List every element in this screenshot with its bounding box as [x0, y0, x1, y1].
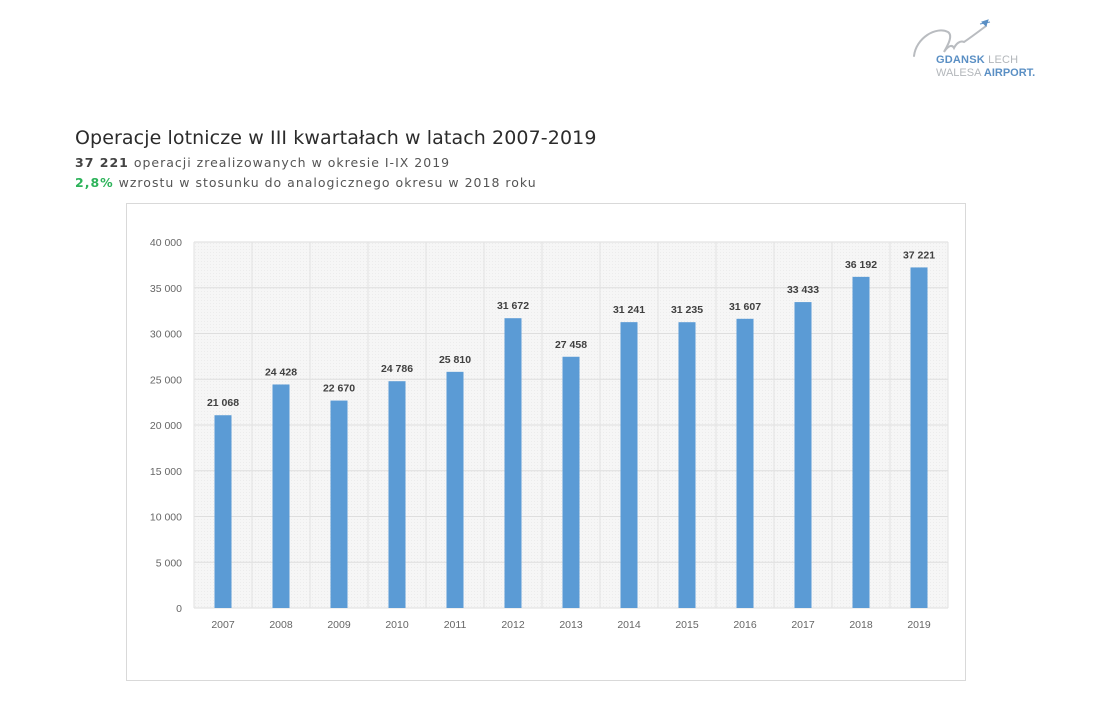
bar-2013 — [562, 356, 580, 608]
bars — [214, 267, 928, 608]
y-tick-label: 30 000 — [150, 329, 182, 341]
x-tick-label: 2007 — [211, 619, 235, 631]
data-label: 31 241 — [613, 304, 645, 316]
data-label: 31 235 — [671, 304, 703, 316]
data-label: 37 221 — [903, 249, 935, 261]
y-tick-label: 5 000 — [156, 557, 182, 569]
bar-2015 — [678, 322, 696, 608]
data-label: 33 433 — [787, 284, 819, 296]
y-tick-label: 15 000 — [150, 466, 182, 478]
y-tick-label: 0 — [176, 603, 182, 615]
x-tick-label: 2013 — [559, 619, 583, 631]
x-tick-label: 2019 — [907, 619, 931, 631]
bar-2019 — [910, 267, 928, 608]
operations-count: 37 221 — [75, 155, 129, 170]
bar-2011 — [446, 371, 464, 608]
x-tick-label: 2017 — [791, 619, 815, 631]
logo-text-line2: WALESA AIRPORT. — [936, 67, 1036, 79]
y-tick-label: 20 000 — [150, 420, 182, 432]
subtitle-growth: 2,8% wzrostu w stosunku do analogicznego… — [75, 175, 537, 190]
x-tick-label: 2016 — [733, 619, 757, 631]
data-label: 36 192 — [845, 259, 877, 271]
page-title: Operacje lotnicze w III kwartałach w lat… — [75, 127, 597, 149]
bar-2012 — [504, 318, 522, 608]
x-axis-labels: 2007 2008 2009 2010 2011 2012 2013 2014 2015 2016… — [211, 619, 931, 631]
x-tick-label: 2014 — [617, 619, 641, 631]
data-label: 21 068 — [207, 397, 239, 409]
logo-text-line1: GDANSK LECH — [936, 54, 1019, 66]
airport-logo: GDANSK LECH WALESA AIRPORT. — [908, 18, 1038, 80]
bar-2018 — [852, 276, 870, 608]
x-tick-label: 2010 — [385, 619, 409, 631]
bar-2010 — [388, 381, 406, 608]
bar-2017 — [794, 302, 812, 608]
x-tick-label: 2011 — [444, 619, 467, 631]
bar-2014 — [620, 322, 638, 608]
data-label: 22 670 — [323, 383, 355, 395]
growth-percent: 2,8% — [75, 175, 114, 190]
data-label: 25 810 — [439, 354, 471, 366]
y-tick-label: 40 000 — [150, 237, 182, 249]
x-tick-label: 2008 — [269, 619, 293, 631]
y-tick-label: 10 000 — [150, 512, 182, 524]
y-tick-label: 25 000 — [150, 374, 182, 386]
x-tick-label: 2012 — [501, 619, 525, 631]
bar-2009 — [330, 400, 348, 608]
data-label: 24 786 — [381, 363, 413, 375]
y-tick-label: 35 000 — [150, 283, 182, 295]
data-label: 24 428 — [265, 366, 297, 378]
bar-2007 — [214, 415, 232, 608]
bar-2016 — [736, 318, 754, 608]
data-label: 31 607 — [729, 301, 761, 313]
data-labels: 21 068 24 428 22 670 24 786 25 810 31 672 27 4… — [207, 249, 935, 409]
x-tick-label: 2015 — [675, 619, 699, 631]
x-tick-label: 2009 — [327, 619, 351, 631]
data-label: 27 458 — [555, 339, 587, 351]
y-axis-labels: 0 5 000 10 000 15 000 20 000 25 000 30 000 35 0… — [150, 237, 182, 615]
x-tick-label: 2018 — [849, 619, 873, 631]
bar-2008 — [272, 384, 290, 608]
subtitle-operations: 37 221 operacji zrealizowanych w okresie… — [75, 155, 451, 170]
logo-signature-icon — [913, 19, 991, 57]
data-label: 31 672 — [497, 300, 529, 312]
